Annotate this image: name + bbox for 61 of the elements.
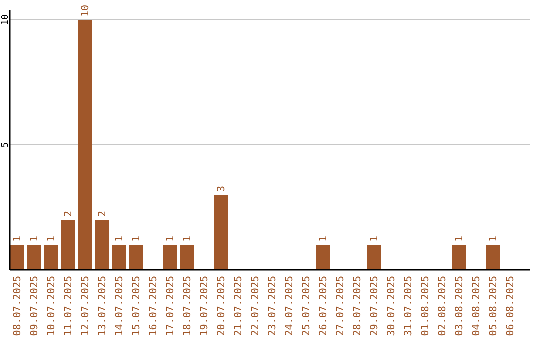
x-tick-label: 03.08.2025	[454, 276, 466, 336]
bar	[486, 245, 500, 270]
data-label: 1	[30, 236, 40, 242]
bar	[163, 245, 177, 270]
x-tick-label: 08.07.2025	[12, 276, 24, 336]
bar	[129, 245, 143, 270]
bar	[214, 195, 228, 270]
x-tick-label: 13.07.2025	[98, 276, 108, 336]
x-tick-label: 18.07.2025	[182, 276, 194, 336]
bar	[316, 245, 330, 270]
x-tick-label: 11.07.2025	[64, 276, 74, 336]
data-label: 2	[98, 210, 108, 217]
x-tick-label: 31.07.2025	[404, 276, 414, 336]
x-tick-label: 04.08.2025	[472, 276, 482, 336]
data-label: 1	[166, 236, 176, 242]
x-tick-label: 19.07.2025	[200, 276, 210, 336]
data-label: 1	[182, 236, 194, 242]
bar	[10, 245, 24, 270]
x-tick-label: 12.07.2025	[80, 276, 92, 336]
bar	[112, 245, 126, 270]
data-label: 1	[132, 236, 142, 242]
x-tick-label: 06.08.2025	[506, 276, 516, 336]
x-tick-label: 16.07.2025	[148, 276, 160, 336]
x-tick-label: 26.07.2025	[318, 276, 330, 336]
x-tick-label: 21.07.2025	[234, 276, 244, 336]
x-tick-label: 25.07.2025	[302, 276, 312, 336]
x-tick-label: 24.07.2025	[284, 276, 296, 336]
x-tick-label: 01.08.2025	[420, 276, 432, 336]
bar	[61, 220, 75, 270]
x-tick-label: 22.07.2025	[250, 276, 262, 336]
x-tick-label: 10.07.2025	[46, 276, 58, 336]
data-label: 2	[64, 210, 74, 217]
bar	[180, 245, 194, 270]
x-tick-label: 09.07.2025	[30, 276, 40, 336]
bar	[95, 220, 109, 270]
x-tick-label: 29.07.2025	[370, 276, 380, 336]
bar	[452, 245, 466, 270]
bar	[44, 245, 58, 270]
data-label: 1	[318, 236, 330, 242]
bar	[78, 20, 92, 270]
data-label: 1	[12, 236, 24, 242]
data-label: 1	[454, 236, 466, 242]
data-label: 1	[114, 236, 126, 242]
data-label: 1	[488, 236, 500, 242]
bar	[27, 245, 41, 270]
bar	[367, 245, 381, 270]
data-label: 3	[216, 186, 228, 192]
x-tick-label: 17.07.2025	[166, 276, 176, 336]
y-tick-label: 5	[1, 142, 11, 148]
x-tick-label: 27.07.2025	[336, 276, 346, 336]
data-label: 10	[80, 4, 92, 17]
x-tick-label: 20.07.2025	[216, 276, 228, 336]
x-tick-label: 15.07.2025	[132, 276, 142, 336]
x-tick-label: 30.07.2025	[386, 276, 398, 336]
x-tick-label: 14.07.2025	[114, 276, 126, 336]
x-tick-label: 23.07.2025	[268, 276, 278, 336]
data-label: 1	[370, 236, 380, 242]
x-tick-label: 28.07.2025	[352, 276, 364, 336]
x-tick-label: 02.08.2025	[438, 276, 448, 336]
x-tick-label: 05.08.2025	[488, 276, 500, 336]
data-label: 1	[46, 236, 58, 242]
